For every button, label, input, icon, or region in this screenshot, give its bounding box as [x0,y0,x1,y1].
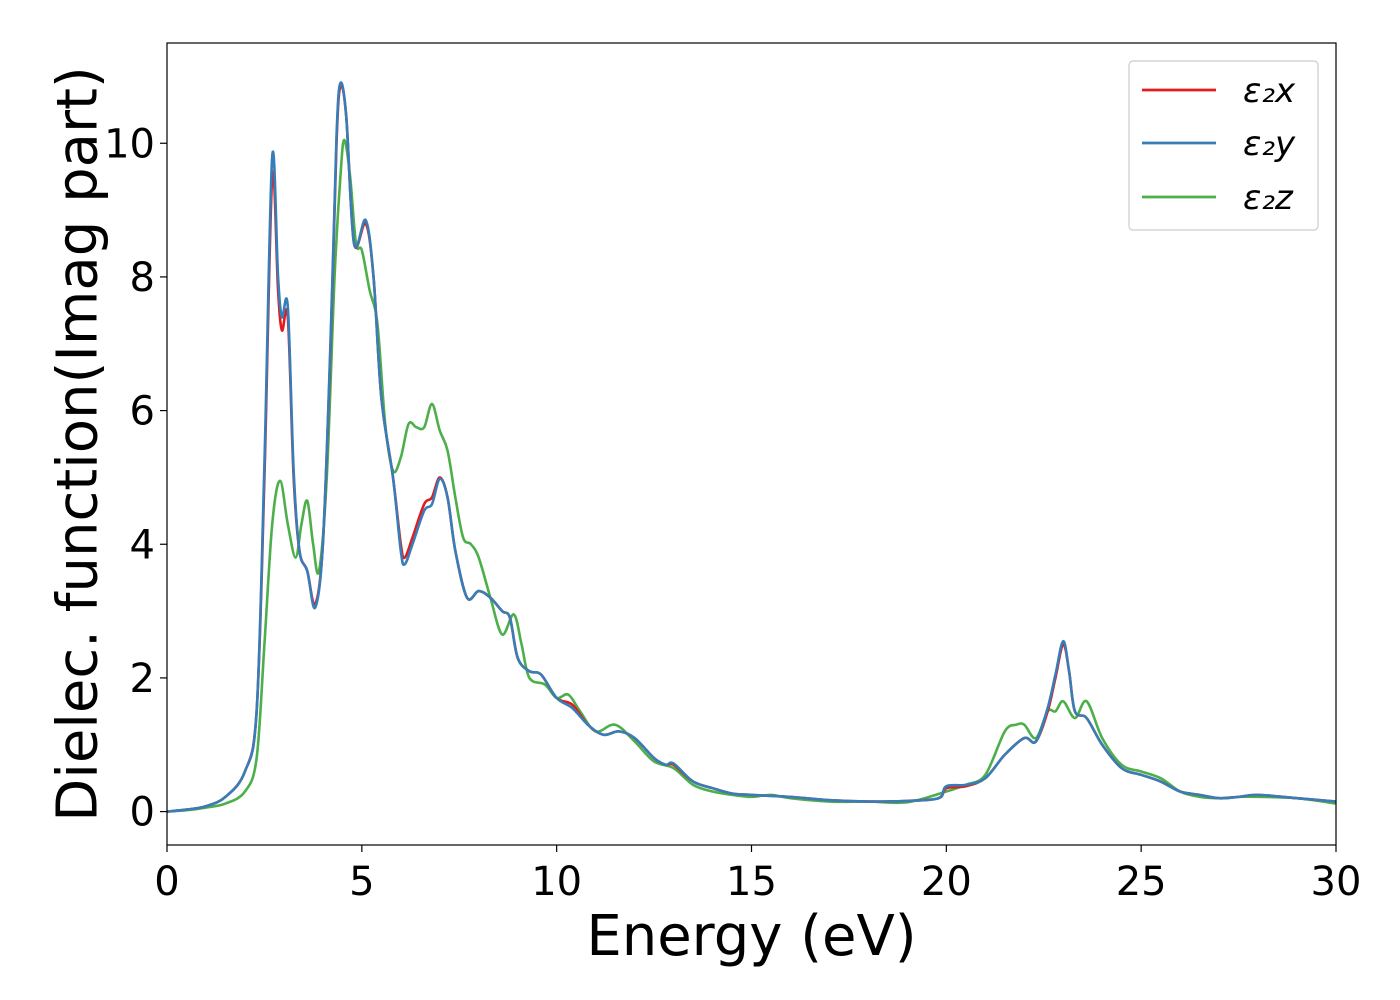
x-tick-label: 5 [349,859,374,905]
y-tick-label: 4 [130,522,155,568]
legend-box [1128,60,1319,231]
y-tick-label: 6 [130,389,155,435]
y-tick-label: 0 [130,790,155,836]
x-tick-label: 0 [154,859,179,905]
x-tick-label: 20 [921,859,972,905]
x-axis-label: Energy (eV) [586,904,916,969]
x-tick-label: 25 [1116,859,1167,905]
legend-label: ε₂x [1243,71,1296,111]
legend-label: ε₂z [1243,178,1294,218]
x-tick-label: 10 [531,859,582,905]
legend-label: ε₂y [1243,124,1296,164]
series-layer [167,81,1336,813]
y-axis-label: Dielec. function(Imag part) [46,66,111,822]
series-line-z [167,138,1336,813]
x-tick-label: 15 [726,859,777,905]
x-tick-label: 30 [1311,859,1362,905]
y-tick-label: 10 [104,121,155,167]
legend: ε₂x ε₂y ε₂z [1128,60,1319,231]
ticks-layer: 0 5 10 15 20 25 30 0 2 4 6 8 10 [104,121,1361,905]
y-tick-label: 8 [130,255,155,301]
series-line-y [167,81,1336,813]
y-tick-label: 2 [130,656,155,702]
